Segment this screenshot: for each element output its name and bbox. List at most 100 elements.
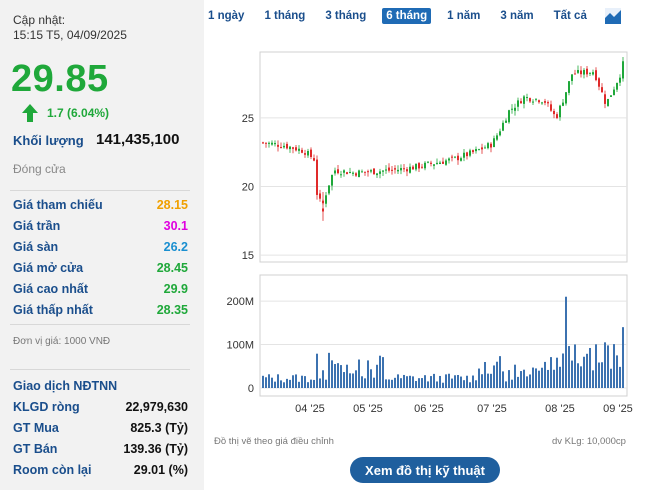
update-time: 15:15 T5, 04/09/2025 bbox=[13, 28, 127, 42]
volume-bar bbox=[490, 373, 492, 388]
volume-bar bbox=[604, 342, 606, 388]
volume-bar bbox=[298, 381, 300, 388]
candle-body bbox=[589, 72, 591, 74]
volume-bar bbox=[622, 327, 624, 388]
volume-bar bbox=[526, 376, 528, 388]
candle-body bbox=[571, 74, 573, 81]
price-row-label: Giá mở cửa bbox=[13, 261, 84, 275]
tab-Tất-cả[interactable]: Tất cả bbox=[553, 10, 587, 22]
tab-1-năm[interactable]: 1 năm bbox=[447, 10, 481, 22]
candle-body bbox=[583, 69, 585, 75]
candle-body bbox=[298, 148, 300, 151]
candle-body bbox=[580, 70, 582, 75]
divider bbox=[10, 324, 190, 325]
volume-bar bbox=[391, 379, 393, 388]
price-row: Giá trần 30.1 bbox=[13, 219, 188, 239]
candle-body bbox=[445, 160, 447, 165]
candle-body bbox=[367, 171, 369, 173]
volume-bar bbox=[334, 364, 336, 388]
candle-body bbox=[556, 114, 558, 119]
candle-body bbox=[373, 168, 375, 175]
price-change: 1.7 (6.04%) bbox=[22, 104, 109, 122]
volume-bar bbox=[373, 377, 375, 388]
price-row-label: Giá trần bbox=[13, 219, 61, 233]
volume-bar bbox=[451, 378, 453, 388]
candle-body bbox=[619, 77, 621, 83]
price-row: Giá mở cửa 28.45 bbox=[13, 261, 188, 281]
foreign-row-value: 22,979,630 bbox=[125, 400, 188, 414]
unit-note: Đơn vị giá: 1000 VNĐ bbox=[13, 336, 111, 347]
volume-bar bbox=[262, 375, 264, 388]
foreign-row: KLGD ròng 22,979,630 bbox=[13, 400, 188, 420]
tab-3-năm[interactable]: 3 năm bbox=[500, 10, 534, 22]
volume-bar bbox=[319, 378, 321, 388]
tab-6-tháng[interactable]: 6 tháng bbox=[382, 8, 432, 24]
candle-body bbox=[379, 171, 381, 174]
volume-bar bbox=[541, 367, 543, 388]
candle-body bbox=[274, 143, 276, 145]
volume-bar bbox=[352, 373, 354, 388]
candle-body bbox=[391, 169, 393, 171]
foreign-row-label: KLGD ròng bbox=[13, 400, 80, 414]
candle-body bbox=[421, 166, 423, 168]
volume-bar bbox=[514, 364, 516, 388]
volume-bar bbox=[508, 370, 510, 388]
volume-bar bbox=[388, 379, 390, 388]
volume-bar bbox=[385, 379, 387, 388]
volume-bar bbox=[292, 375, 294, 388]
volume-bar bbox=[589, 347, 591, 388]
candle-body bbox=[607, 98, 609, 106]
volume-bar bbox=[316, 353, 318, 388]
candle-body bbox=[343, 170, 345, 173]
volume-bar bbox=[397, 374, 399, 388]
candle-body bbox=[430, 162, 432, 164]
volume-bar bbox=[379, 355, 381, 388]
volume-bar bbox=[307, 382, 309, 388]
volume-bar bbox=[418, 378, 420, 388]
volume-bar bbox=[370, 369, 372, 388]
technical-chart-button[interactable]: Xem đồ thị kỹ thuật bbox=[350, 457, 500, 483]
current-price: 29.85 bbox=[11, 58, 109, 100]
x-tick-label: 06 '25 bbox=[414, 403, 444, 415]
volume-bar bbox=[328, 352, 330, 388]
candle-body bbox=[577, 70, 579, 73]
volume-bar bbox=[340, 365, 342, 388]
volume-bar bbox=[445, 374, 447, 388]
volume-bar bbox=[475, 380, 477, 388]
area-chart-icon[interactable] bbox=[604, 8, 621, 24]
volume-bar bbox=[553, 369, 555, 388]
price-row-label: Giá tham chiếu bbox=[13, 198, 103, 212]
volume-bar bbox=[505, 381, 507, 388]
candle-body bbox=[358, 170, 360, 178]
candle-body bbox=[490, 143, 492, 148]
volume-bar bbox=[517, 376, 519, 388]
candle-body bbox=[559, 105, 561, 118]
volume-bar bbox=[472, 375, 474, 388]
candle-body bbox=[262, 142, 264, 144]
volume-bar bbox=[406, 376, 408, 388]
candle-body bbox=[475, 149, 477, 152]
candle-body bbox=[622, 61, 624, 79]
update-label: Cập nhật: bbox=[13, 13, 66, 27]
volume-bar bbox=[601, 362, 603, 388]
volume-bar bbox=[277, 374, 279, 388]
volume-bar bbox=[619, 366, 621, 388]
price-row-label: Giá cao nhất bbox=[13, 282, 89, 296]
volume-bar bbox=[286, 378, 288, 388]
candle-body bbox=[463, 152, 465, 158]
volume-bar bbox=[283, 382, 285, 388]
candle-body bbox=[340, 174, 342, 176]
tab-1-ngày[interactable]: 1 ngày bbox=[208, 10, 245, 22]
volume-bar bbox=[430, 376, 432, 388]
price-chart: 15 20 25 0 100M 200M 04 '25 05 '25 06 '25 07 '25 0… bbox=[226, 51, 633, 415]
x-tick-label: 05 '25 bbox=[353, 403, 383, 415]
tab-1-tháng[interactable]: 1 tháng bbox=[264, 10, 306, 22]
candle-body bbox=[346, 172, 348, 175]
volume-bar bbox=[280, 380, 282, 388]
candle-body bbox=[304, 153, 306, 155]
tab-3-tháng[interactable]: 3 tháng bbox=[325, 10, 367, 22]
candle-body bbox=[544, 101, 546, 103]
candle-body bbox=[586, 68, 588, 75]
info-panel: Cập nhật: 15:15 T5, 04/09/2025 29.85 1.7… bbox=[0, 0, 204, 490]
volume-tick-label: 200M bbox=[226, 296, 254, 308]
